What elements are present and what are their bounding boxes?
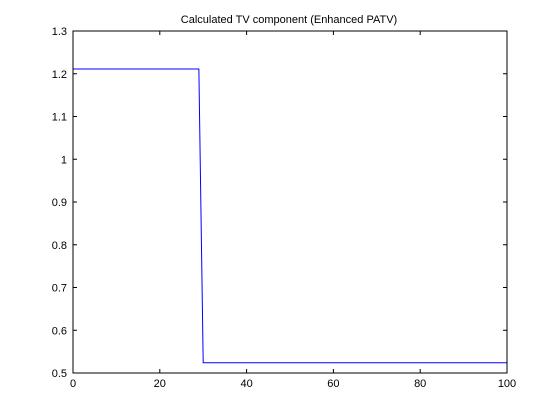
y-tick-label: 0.8 [52, 240, 67, 252]
y-tick-label: 1.2 [52, 69, 67, 81]
series-line [73, 68, 507, 364]
y-tick-label: 0.7 [52, 283, 67, 295]
x-tick-label: 60 [327, 378, 339, 390]
x-tick-label: 100 [498, 378, 516, 390]
y-tick-label: 0.5 [52, 368, 67, 380]
y-tick-label: 1.3 [52, 26, 67, 38]
tick-labels: 0 20 40 60 80 100 0.5 0.6 0.7 0.8 0.9 1 1.1 1.2 1.3 [52, 26, 516, 390]
chart-title: Calculated TV component (Enhanced PATV) [181, 14, 397, 26]
x-tick-label: 20 [154, 378, 166, 390]
y-tick-label: 1.1 [52, 112, 67, 124]
y-tick-label: 1 [61, 154, 67, 166]
series-layer [73, 68, 507, 364]
y-tick-label: 0.9 [52, 197, 67, 209]
x-tick-label: 80 [414, 378, 426, 390]
x-tick-label: 0 [70, 378, 76, 390]
axes-box [72, 30, 508, 374]
x-tick-label: 40 [240, 378, 252, 390]
y-tick-label: 0.6 [52, 325, 67, 337]
